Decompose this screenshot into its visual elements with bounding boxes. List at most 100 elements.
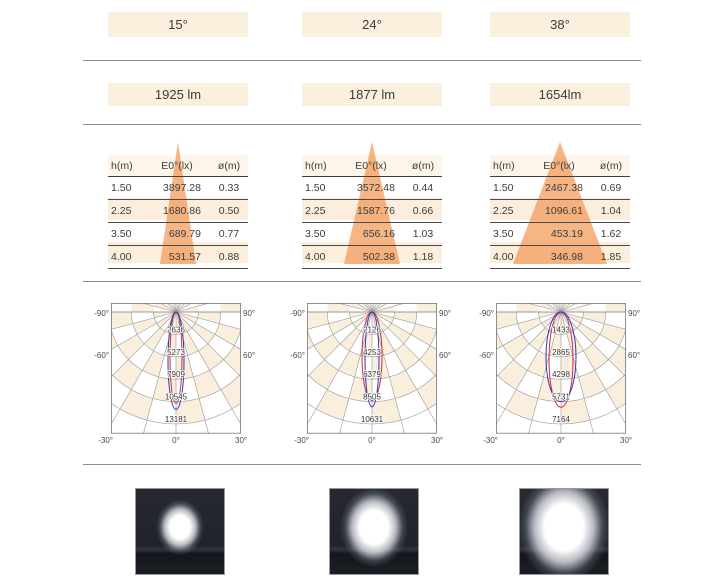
- polar-chart-svg: 1433 2865 4298 5731 7164: [496, 303, 626, 434]
- table-row: 4.00 346.98 1.85: [490, 246, 630, 269]
- ring-value-label: 4298: [552, 370, 570, 379]
- ring-value-label: 4253: [363, 348, 381, 357]
- polar-angle-label: 0°: [172, 436, 180, 445]
- beam-spot: [136, 489, 224, 574]
- cell-height: 4.00: [493, 251, 514, 263]
- cell-diameter: 1.18: [412, 251, 434, 263]
- table-header-row: h(m) E0°(lx) ø(m): [108, 155, 248, 177]
- polar-angle-label: 30°: [431, 436, 444, 445]
- polar-angle-label: 30°: [620, 436, 633, 445]
- lumen-value: 1877 lm: [348, 87, 396, 102]
- beam-photo: [329, 488, 419, 575]
- polar-angle-label: -90°: [94, 309, 109, 318]
- polar-angle-label: -30°: [98, 436, 113, 445]
- blue-curve: [545, 311, 577, 403]
- cell-illuminance: 346.98: [550, 251, 583, 263]
- cell-diameter: 0.69: [600, 182, 622, 194]
- col-header-illuminance: E0°(lx): [355, 159, 387, 172]
- col-header-height: h(m): [493, 159, 515, 172]
- ring-value-label: 6379: [363, 370, 381, 379]
- beam-spot: [330, 489, 418, 574]
- cell-diameter: 0.33: [218, 182, 240, 194]
- cell-illuminance: 502.38: [362, 251, 395, 263]
- table-row: 1.50 3897.28 0.33: [108, 177, 248, 200]
- separator-line: [83, 281, 641, 282]
- polar-angle-label: -30°: [294, 436, 309, 445]
- cell-height: 3.50: [305, 228, 326, 240]
- table-row: 2.25 1587.76 0.66: [302, 200, 442, 223]
- ring-value-label: 5273: [167, 348, 185, 357]
- polar-angle-label: 60°: [243, 351, 256, 360]
- cell-height: 2.25: [305, 205, 326, 217]
- blue-curve: [364, 311, 380, 408]
- beam-angle-box: 24°: [302, 12, 442, 37]
- cell-illuminance: 689.79: [168, 228, 201, 240]
- beam-spot: [520, 489, 608, 574]
- ring-value-label: 2636: [167, 325, 185, 334]
- polar-chart: 2126 4253 6379 8505 10631 -90° -60° -30° 0° …: [279, 299, 469, 451]
- polar-angle-label: -90°: [290, 309, 305, 318]
- cell-diameter: 0.44: [412, 182, 434, 194]
- cell-height: 2.25: [493, 205, 514, 217]
- polar-angle-label: 0°: [368, 436, 376, 445]
- cell-illuminance: 3897.28: [163, 182, 201, 194]
- cell-diameter: 1.85: [600, 251, 622, 263]
- polar-angle-label: 90°: [243, 309, 256, 318]
- table-row: 3.50 689.79 0.77: [108, 223, 248, 246]
- table-header-row: h(m) E0°(lx) ø(m): [302, 155, 442, 177]
- cell-height: 2.25: [111, 205, 132, 217]
- table-row: 4.00 531.57 0.88: [108, 246, 248, 269]
- ring-value-label: 8505: [363, 393, 381, 402]
- cell-height: 3.50: [111, 228, 132, 240]
- cell-illuminance: 3572.48: [357, 182, 395, 194]
- cell-height: 1.50: [493, 182, 514, 194]
- table-row: 1.50 2467.38 0.69: [490, 177, 630, 200]
- cell-diameter: 1.04: [600, 205, 622, 217]
- cell-height: 4.00: [111, 251, 132, 263]
- beam-angle-box: 15°: [108, 12, 248, 37]
- polar-angle-label: 30°: [235, 436, 248, 445]
- table-row: 3.50 453.19 1.62: [490, 223, 630, 246]
- polar-chart-svg: 2126 4253 6379 8505 10631: [307, 303, 437, 434]
- lumen-value: 1654lm: [538, 87, 582, 102]
- cell-height: 1.50: [111, 182, 132, 194]
- cell-illuminance: 453.19: [550, 228, 583, 240]
- table-row: 2.25 1680.86 0.50: [108, 200, 248, 223]
- table-row: 4.00 502.38 1.18: [302, 246, 442, 269]
- table-header-row: h(m) E0°(lx) ø(m): [490, 155, 630, 177]
- polar-angle-label: -30°: [483, 436, 498, 445]
- ring-value-label: 10631: [361, 415, 384, 424]
- cell-diameter: 0.77: [218, 228, 240, 240]
- ring-value-label: 2865: [552, 348, 570, 357]
- separator-line: [83, 464, 641, 465]
- ring-value-label: 1433: [552, 325, 570, 334]
- beam-angle-box: 38°: [490, 12, 630, 37]
- polar-chart: 2636 5273 7909 10545 13181 -90° -60° -30° 0°…: [83, 299, 273, 451]
- col-header-diameter: ø(m): [217, 159, 241, 172]
- photometric-table: h(m) E0°(lx) ø(m) 1.50 3897.28 0.33 2.25…: [108, 155, 248, 269]
- cell-diameter: 0.66: [412, 205, 434, 217]
- polar-chart: 1433 2865 4298 5731 7164 -90° -60° -30° 0° 3…: [468, 299, 658, 451]
- col-header-diameter: ø(m): [411, 159, 435, 172]
- cell-diameter: 1.03: [412, 228, 434, 240]
- lumen-box: 1654lm: [490, 83, 630, 106]
- table-row: 3.50 656.16 1.03: [302, 223, 442, 246]
- cell-illuminance: 656.16: [362, 228, 395, 240]
- polar-angle-label: -60°: [94, 351, 109, 360]
- cell-illuminance: 531.57: [168, 251, 201, 263]
- polar-angle-label: -60°: [479, 351, 494, 360]
- polar-angle-label: 90°: [439, 309, 452, 318]
- cell-illuminance: 1680.86: [163, 205, 201, 217]
- polar-angle-label: 0°: [557, 436, 565, 445]
- cell-height: 4.00: [305, 251, 326, 263]
- cell-diameter: 1.62: [600, 228, 622, 240]
- col-header-illuminance: E0°(lx): [543, 159, 575, 172]
- cell-diameter: 0.88: [218, 251, 240, 263]
- polar-angle-label: -60°: [290, 351, 305, 360]
- photometric-table: h(m) E0°(lx) ø(m) 1.50 3572.48 0.44 2.25…: [302, 155, 442, 269]
- ring-value-label: 7909: [167, 370, 185, 379]
- beam-angle-value: 15°: [168, 17, 188, 32]
- cell-diameter: 0.50: [218, 205, 240, 217]
- beam-angle-value: 24°: [362, 17, 382, 32]
